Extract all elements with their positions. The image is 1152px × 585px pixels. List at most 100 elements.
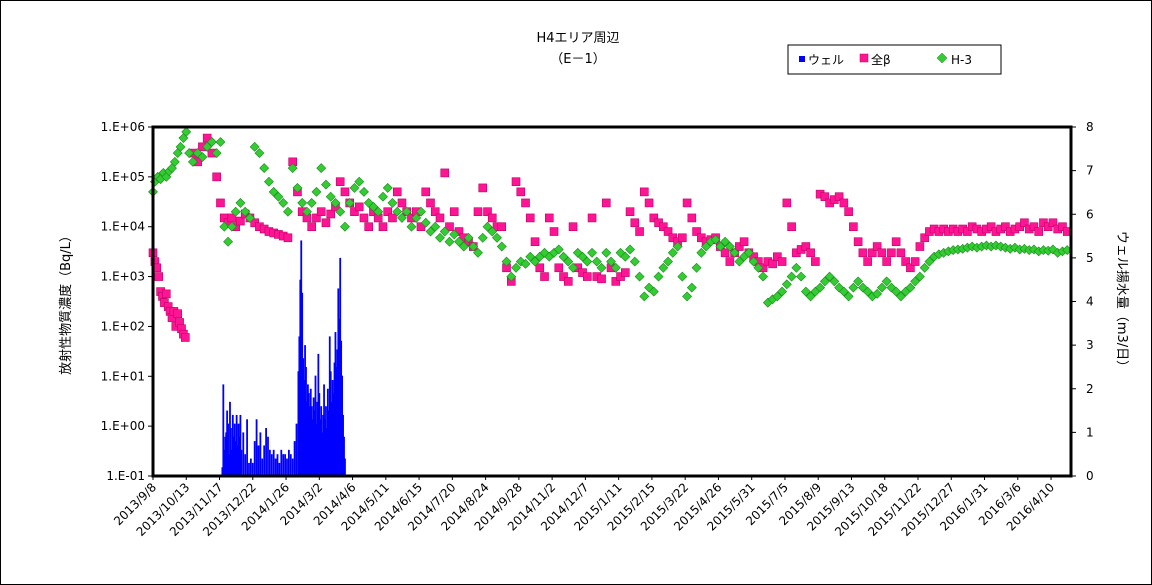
- well-bar: [270, 454, 273, 476]
- h3-points: [148, 126, 1073, 308]
- gross-beta-point: [236, 216, 245, 226]
- h3-point: [582, 256, 593, 267]
- gross-beta-point: [687, 213, 697, 223]
- h3-point: [648, 286, 659, 297]
- gross-beta-point: [340, 187, 350, 197]
- well-bar: [246, 419, 248, 476]
- well-bar: [340, 340, 343, 476]
- h3-point: [175, 141, 186, 152]
- gross-beta-point: [887, 248, 896, 258]
- h3-point: [606, 256, 616, 267]
- h3-point: [506, 271, 517, 282]
- gross-beta-point: [625, 207, 635, 217]
- well-bar: [229, 401, 231, 476]
- well-bar: [344, 458, 346, 476]
- h3-point: [620, 251, 631, 262]
- h3-point: [278, 198, 289, 208]
- gross-beta-point: [544, 213, 554, 223]
- chart-subtitle: （E－1）: [550, 52, 606, 67]
- h3-point: [311, 186, 322, 197]
- h3-point: [629, 256, 640, 267]
- well-bar: [332, 393, 335, 476]
- gross-beta-point: [335, 177, 345, 186]
- well-bar: [306, 401, 308, 476]
- gross-beta-point: [449, 207, 459, 217]
- h3-point: [786, 271, 797, 282]
- h3-point: [577, 251, 588, 262]
- gross-beta-point: [1020, 218, 1029, 228]
- gross-beta-point: [896, 248, 906, 258]
- h3-point: [819, 276, 830, 287]
- left-tick-label: 1.E+06: [101, 120, 145, 134]
- gross-beta-point: [421, 187, 431, 197]
- gross-beta-point: [725, 257, 735, 266]
- h3-point: [330, 198, 341, 208]
- gross-beta-point: [440, 168, 450, 178]
- gross-beta-point: [901, 257, 910, 266]
- well-bar: [230, 428, 232, 476]
- h3-point: [482, 221, 493, 232]
- well-bar: [293, 441, 296, 476]
- well-bar: [327, 410, 330, 476]
- gross-beta-point: [478, 183, 488, 193]
- h3-point: [392, 206, 403, 217]
- gross-beta-point: [839, 198, 849, 208]
- well-bar: [272, 449, 275, 476]
- gross-beta-point: [844, 207, 853, 217]
- well-bar: [321, 432, 324, 476]
- h3-point: [625, 244, 635, 255]
- right-tick-label: 2: [1086, 382, 1094, 396]
- h3-point: [781, 279, 792, 290]
- gross-beta-point: [350, 207, 359, 217]
- gross-beta-point: [773, 252, 782, 262]
- gross-beta-point: [568, 222, 578, 232]
- gross-beta-point: [863, 257, 872, 266]
- h3-point: [468, 241, 479, 252]
- h3-point: [701, 241, 712, 252]
- well-bar: [328, 336, 331, 476]
- gross-beta-point: [720, 248, 730, 258]
- h3-point: [219, 221, 230, 232]
- gross-beta-point: [834, 192, 844, 201]
- well-bar: [223, 449, 226, 476]
- h3-point: [525, 251, 536, 262]
- h3-point: [1029, 244, 1039, 255]
- h3-point: [919, 262, 930, 273]
- h3-point: [287, 163, 298, 174]
- well-bar: [330, 401, 333, 476]
- h3-point: [387, 198, 398, 208]
- well-bar: [335, 366, 338, 476]
- gross-beta-point: [359, 213, 369, 223]
- h3-point: [354, 176, 365, 187]
- h3-point: [824, 271, 835, 282]
- gross-beta-point: [739, 237, 749, 247]
- legend-marker-well: [799, 56, 805, 62]
- h3-point: [843, 291, 854, 302]
- gross-beta-point: [530, 237, 540, 247]
- gross-beta-point: [497, 222, 507, 232]
- right-tick-label: 3: [1086, 338, 1094, 352]
- legend-marker-gross-beta: [859, 53, 869, 63]
- h3-point: [715, 241, 726, 252]
- well-bar: [336, 349, 339, 476]
- h3-point: [487, 226, 498, 237]
- h3-point: [373, 206, 384, 217]
- gross-beta-point: [915, 242, 925, 251]
- well-bar: [263, 445, 266, 476]
- h3-point: [463, 232, 474, 243]
- h3-point: [425, 226, 436, 237]
- well-bar: [308, 406, 311, 476]
- well-bar: [232, 436, 235, 476]
- h3-point: [729, 247, 740, 258]
- gross-beta-point: [877, 248, 887, 258]
- well-bar: [249, 458, 252, 476]
- h3-point: [249, 141, 260, 152]
- well-bar: [297, 371, 300, 476]
- well-bars: [221, 240, 346, 476]
- well-bar: [305, 366, 307, 476]
- h3-point: [197, 152, 208, 162]
- well-bar: [226, 410, 229, 476]
- h3-point: [696, 247, 707, 258]
- well-bar: [257, 445, 260, 476]
- gross-beta-point: [777, 257, 787, 266]
